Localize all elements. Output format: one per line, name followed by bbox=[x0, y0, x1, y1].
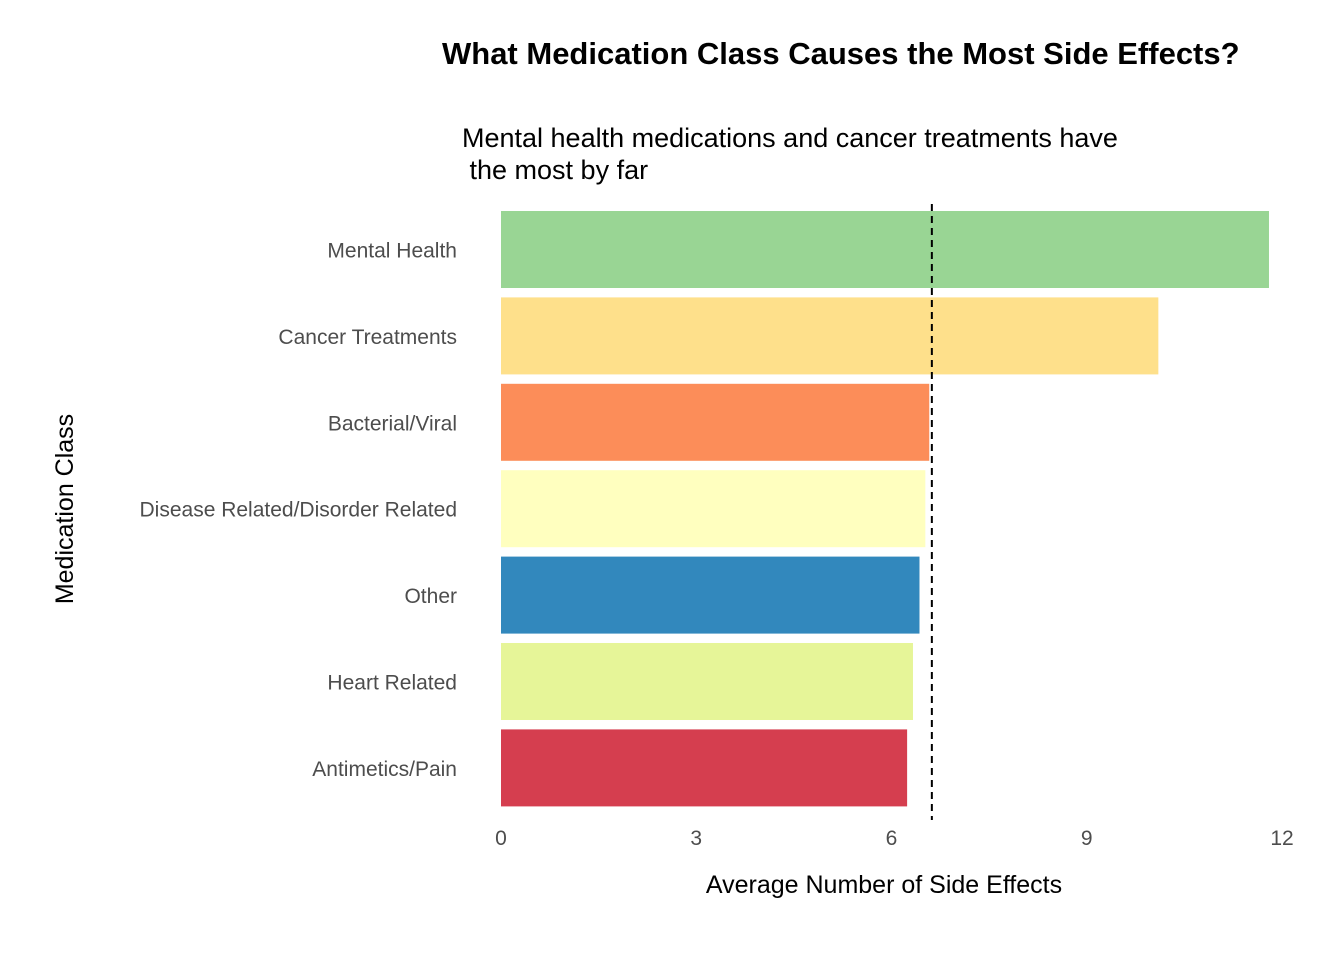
x-tick-label: 3 bbox=[690, 827, 702, 850]
bars-group bbox=[501, 211, 1269, 807]
x-tick-label: 9 bbox=[1081, 827, 1093, 850]
category-label: Disease Related/Disorder Related bbox=[140, 499, 458, 522]
x-axis-title: Average Number of Side Effects bbox=[706, 871, 1062, 899]
bar-mental-health bbox=[501, 211, 1269, 288]
chart-title: What Medication Class Causes the Most Si… bbox=[442, 36, 1240, 71]
bar-heart-related bbox=[501, 643, 913, 720]
category-label: Other bbox=[404, 585, 457, 608]
bar-antimetics-pain bbox=[501, 729, 908, 807]
bar-other bbox=[501, 556, 920, 634]
bar-disease-related-disorder-related bbox=[501, 470, 926, 548]
chart-subtitle: Mental health medications and cancer tre… bbox=[462, 123, 1118, 185]
bar-bacterial-viral bbox=[501, 383, 930, 461]
x-tick-label: 0 bbox=[495, 827, 507, 850]
x-tick-label: 6 bbox=[886, 827, 898, 850]
bar-cancer-treatments bbox=[501, 297, 1159, 375]
y-axis-title: Medication Class bbox=[51, 414, 79, 604]
x-tick-labels: 0 3 6 9 12 bbox=[495, 827, 1294, 850]
category-label: Antimetics/Pain bbox=[312, 758, 457, 781]
category-label: Cancer Treatments bbox=[278, 326, 457, 349]
category-label: Heart Related bbox=[327, 672, 457, 695]
category-label: Bacterial/Viral bbox=[328, 412, 457, 435]
category-label: Mental Health bbox=[327, 240, 457, 263]
x-tick-label: 12 bbox=[1270, 827, 1293, 850]
category-labels: Mental Health Cancer Treatments Bacterial/… bbox=[140, 240, 458, 781]
